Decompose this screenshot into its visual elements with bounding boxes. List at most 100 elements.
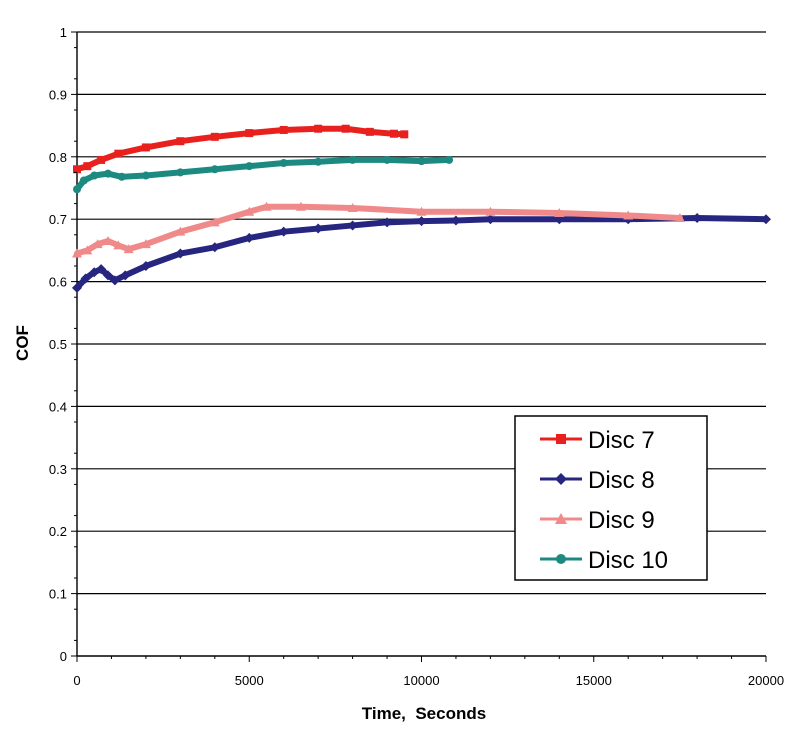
- data-point: [140, 261, 151, 271]
- series-line: [74, 214, 769, 291]
- series-line: [74, 156, 453, 193]
- data-point: [175, 226, 186, 236]
- legend-label: Disc 7: [588, 427, 655, 454]
- data-point: [83, 162, 92, 171]
- data-point: [176, 137, 185, 146]
- data-point: [73, 185, 81, 194]
- data-point: [109, 275, 120, 286]
- data-point: [295, 201, 306, 211]
- data-point: [347, 220, 358, 231]
- data-point: [103, 270, 114, 281]
- data-point: [554, 207, 565, 217]
- data-point: [141, 171, 150, 180]
- legend-entry: Disc 10: [540, 547, 668, 574]
- data-point: [82, 245, 93, 255]
- legend-entry: Disc 7: [540, 427, 655, 454]
- data-point: [313, 223, 324, 234]
- x-tick-label: 15000: [576, 673, 612, 688]
- data-point: [314, 124, 323, 133]
- series-layer: [72, 124, 771, 293]
- y-tick-label: 0.7: [49, 212, 67, 227]
- legend-label: Disc 9: [588, 507, 655, 534]
- legend-entry: Disc 9: [540, 507, 655, 534]
- y-axis: 0 0.1 0.2 0.3 0.4 0.5 0.6 0.7 0.8 0.9 1: [49, 25, 77, 664]
- series-line: [74, 203, 683, 257]
- x-tick-label: 5000: [235, 673, 264, 688]
- data-point: [209, 242, 220, 253]
- data-point: [117, 172, 126, 181]
- gridlines: [77, 31, 766, 595]
- data-point: [80, 273, 91, 284]
- data-point: [89, 267, 100, 278]
- data-point: [210, 132, 219, 141]
- data-point: [761, 214, 771, 225]
- legend-marker: [556, 434, 566, 444]
- y-tick-label: 0.3: [49, 462, 67, 477]
- data-point: [103, 236, 114, 246]
- data-point: [123, 244, 134, 254]
- data-point: [176, 168, 185, 177]
- data-point: [383, 155, 392, 164]
- data-point: [120, 270, 131, 281]
- data-point: [445, 155, 454, 164]
- legend-marker: [556, 554, 566, 564]
- data-point: [485, 214, 496, 225]
- y-tick-label: 0.2: [49, 524, 67, 539]
- y-axis-title: COF: [13, 325, 32, 361]
- series-disc-8: [72, 212, 771, 293]
- data-point: [245, 162, 254, 171]
- legend-box: [514, 415, 708, 581]
- data-point: [90, 171, 99, 180]
- data-point: [278, 226, 289, 237]
- data-point: [347, 202, 358, 212]
- series-disc-9: [72, 201, 685, 258]
- x-axis: 0 5000 10000 15000 20000: [73, 656, 784, 688]
- data-point: [209, 217, 220, 227]
- legend-label: Disc 10: [588, 547, 668, 574]
- legend-entry: Disc 8: [540, 467, 655, 494]
- data-point: [623, 210, 634, 220]
- legend: Disc 7 Disc 8 Disc 9 Disc 10: [514, 415, 708, 581]
- y-tick-label: 0.4: [49, 399, 67, 414]
- data-point: [348, 155, 357, 164]
- data-point: [341, 124, 350, 133]
- legend-marker: [555, 473, 567, 485]
- data-point: [389, 129, 398, 138]
- data-point: [416, 206, 427, 216]
- y-tick-label: 0: [60, 649, 67, 664]
- data-point: [210, 165, 219, 174]
- x-tick-label: 0: [73, 673, 80, 688]
- y-tick-label: 1: [60, 25, 67, 40]
- data-point: [382, 217, 393, 228]
- x-tick-label: 10000: [403, 673, 439, 688]
- data-point: [692, 212, 703, 223]
- data-point: [113, 240, 124, 250]
- y-tick-label: 0.5: [49, 337, 67, 352]
- data-point: [674, 212, 685, 222]
- data-point: [175, 248, 186, 259]
- y-tick-label: 0.9: [49, 87, 67, 102]
- series-disc-7: [73, 124, 409, 174]
- data-point: [400, 130, 409, 139]
- series-disc-10: [73, 155, 454, 194]
- data-point: [245, 129, 254, 138]
- data-point: [96, 264, 107, 275]
- x-tick-label: 20000: [748, 673, 784, 688]
- data-point: [279, 125, 288, 134]
- data-point: [73, 165, 81, 174]
- data-point: [140, 239, 151, 249]
- data-point: [114, 149, 123, 158]
- legend-label: Disc 8: [588, 467, 655, 494]
- y-tick-label: 0.1: [49, 587, 67, 602]
- data-point: [92, 239, 103, 249]
- data-point: [244, 232, 255, 243]
- data-point: [244, 206, 255, 216]
- data-point: [79, 176, 88, 185]
- data-point: [104, 169, 113, 178]
- data-point: [72, 282, 82, 293]
- x-axis-title: Time, Seconds: [362, 704, 486, 723]
- data-point: [417, 157, 426, 166]
- data-point: [279, 159, 288, 168]
- data-point: [416, 216, 427, 227]
- data-point: [314, 157, 323, 166]
